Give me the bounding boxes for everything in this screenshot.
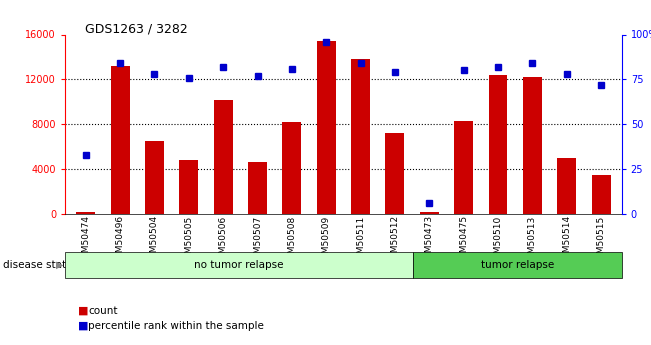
Bar (351, 59, 370, 214)
Bar (145, 141, 164, 214)
Text: disease state: disease state (3, 260, 73, 270)
Text: count: count (88, 306, 117, 315)
Text: GDS1263 / 3282: GDS1263 / 3282 (85, 22, 187, 36)
Bar (385, 133, 404, 214)
Text: percentile rank within the sample: percentile rank within the sample (88, 321, 264, 331)
Bar (283, 122, 301, 214)
Bar (488, 75, 508, 214)
Bar (523, 77, 542, 214)
Bar (179, 160, 199, 214)
Bar (111, 66, 130, 214)
Text: tumor relapse: tumor relapse (480, 260, 554, 270)
Text: ■: ■ (78, 306, 89, 315)
Text: ■: ■ (78, 321, 89, 331)
Bar (76, 211, 95, 214)
Text: no tumor relapse: no tumor relapse (194, 260, 284, 270)
Bar (420, 211, 439, 214)
Bar (592, 175, 611, 214)
Bar (214, 99, 232, 214)
Text: ▶: ▶ (55, 260, 63, 270)
Bar (557, 158, 576, 214)
Bar (248, 162, 267, 214)
Bar (317, 41, 336, 214)
Bar (454, 121, 473, 214)
